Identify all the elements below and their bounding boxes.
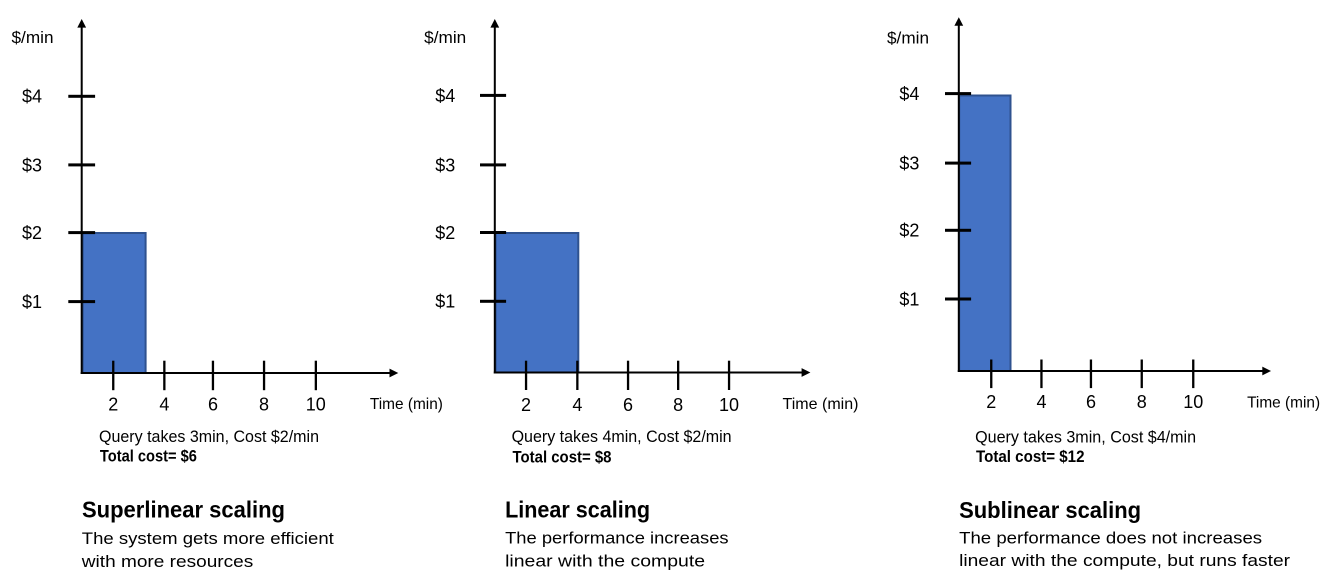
- svg-text:2: 2: [986, 392, 996, 412]
- svg-text:Time (min): Time (min): [783, 396, 859, 413]
- svg-text:$1: $1: [22, 292, 42, 312]
- svg-text:Total cost= $8: Total cost= $8: [513, 448, 612, 467]
- svg-text:Linear scaling: Linear scaling: [505, 497, 650, 523]
- svg-text:8: 8: [673, 395, 683, 415]
- svg-text:10: 10: [1183, 392, 1203, 412]
- svg-text:$/min: $/min: [887, 29, 929, 48]
- svg-text:8: 8: [259, 394, 269, 414]
- svg-text:10: 10: [719, 395, 739, 415]
- svg-text:6: 6: [623, 395, 633, 415]
- svg-text:4: 4: [159, 394, 169, 414]
- svg-text:8: 8: [1137, 392, 1147, 412]
- svg-text:Query takes 4min, Cost $2/min: Query takes 4min, Cost $2/min: [512, 427, 732, 446]
- svg-text:Total cost= $12: Total cost= $12: [976, 447, 1085, 466]
- svg-text:Time (min): Time (min): [370, 396, 443, 413]
- svg-text:6: 6: [1086, 392, 1096, 412]
- svg-text:The system gets more efficient: The system gets more efficient: [82, 529, 334, 548]
- svg-text:10: 10: [306, 394, 326, 414]
- svg-text:linear with the compute: linear with the compute: [505, 552, 705, 571]
- svg-text:$3: $3: [22, 155, 42, 175]
- svg-text:Sublinear scaling: Sublinear scaling: [959, 497, 1141, 523]
- svg-text:linear with the compute, but r: linear with the compute, but runs faster: [959, 551, 1290, 570]
- svg-text:$2: $2: [435, 223, 455, 243]
- svg-text:$4: $4: [22, 87, 42, 107]
- svg-text:$3: $3: [435, 155, 455, 175]
- svg-text:$2: $2: [899, 221, 919, 241]
- svg-text:$/min: $/min: [424, 28, 466, 47]
- svg-text:Query takes 3min, Cost $4/min: Query takes 3min, Cost $4/min: [975, 427, 1196, 446]
- svg-text:$1: $1: [899, 289, 919, 309]
- svg-text:4: 4: [572, 395, 582, 415]
- svg-text:6: 6: [208, 394, 218, 414]
- svg-text:$3: $3: [899, 154, 919, 174]
- svg-text:$4: $4: [435, 86, 455, 106]
- svg-text:$/min: $/min: [12, 28, 54, 47]
- svg-text:4: 4: [1036, 392, 1046, 412]
- svg-text:2: 2: [108, 394, 118, 414]
- svg-text:$1: $1: [435, 292, 455, 312]
- svg-text:Query takes 3min, Cost $2/min: Query takes 3min, Cost $2/min: [99, 427, 319, 446]
- svg-text:$4: $4: [899, 84, 919, 104]
- svg-text:$2: $2: [22, 223, 42, 243]
- svg-text:The performance increases: The performance increases: [505, 529, 729, 548]
- svg-text:Total cost= $6: Total cost= $6: [100, 447, 197, 466]
- svg-text:Time (min): Time (min): [1247, 395, 1320, 412]
- svg-text:The performance does not incre: The performance does not increases: [959, 528, 1262, 547]
- svg-text:Superlinear scaling: Superlinear scaling: [82, 497, 285, 523]
- svg-text:with more resources: with more resources: [81, 552, 254, 571]
- svg-text:2: 2: [521, 395, 531, 415]
